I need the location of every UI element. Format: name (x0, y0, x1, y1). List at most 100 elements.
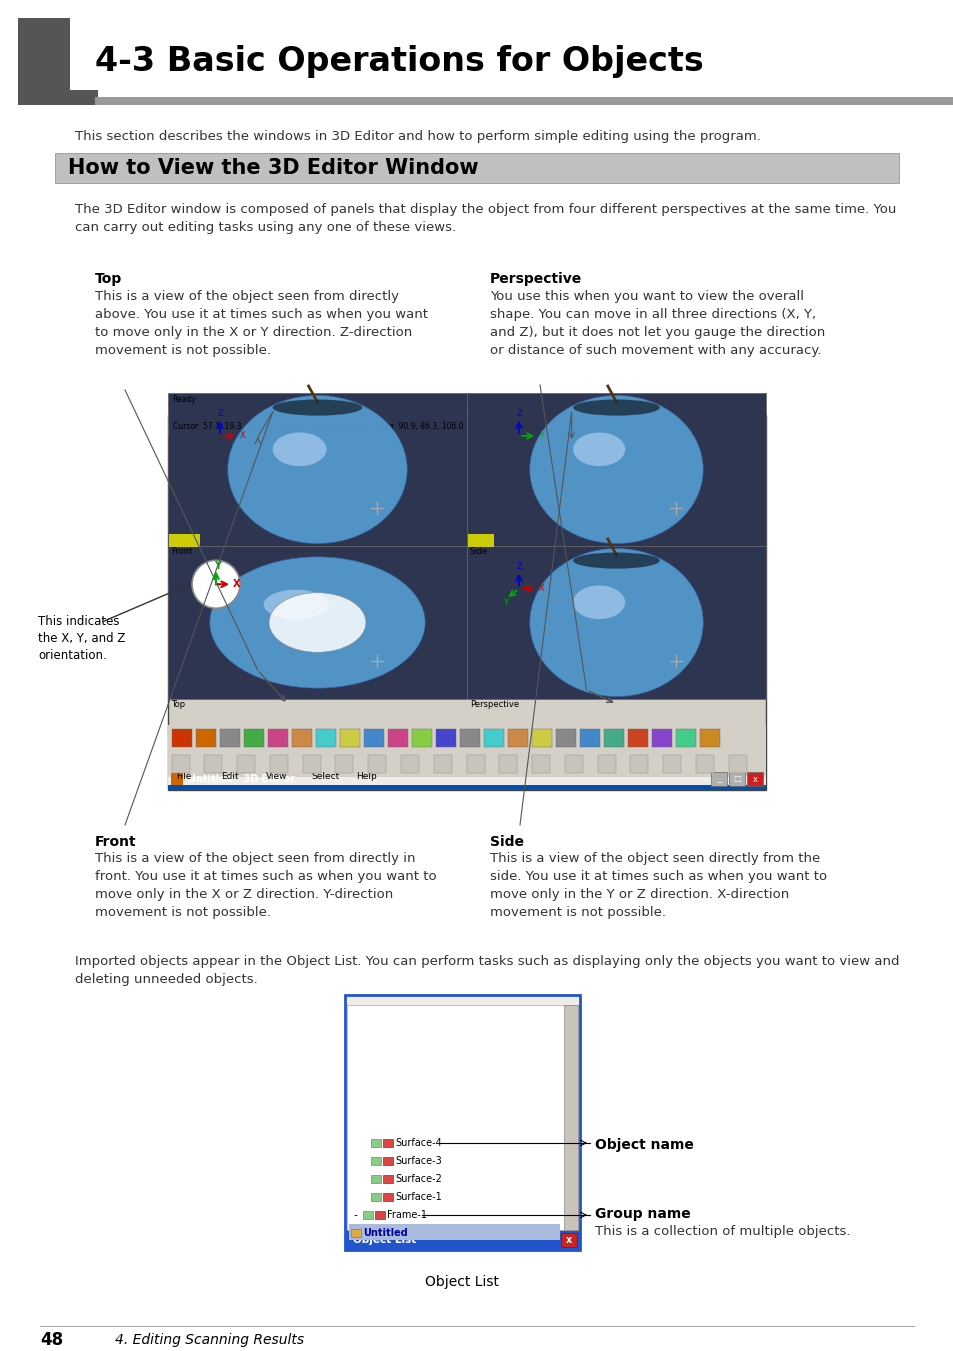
Bar (651, 730, 671, 747)
Text: 48: 48 (40, 1331, 63, 1350)
Bar (371, 1193, 380, 1201)
Text: Group name: Group name (595, 1206, 690, 1221)
Bar (168, 725, 765, 751)
Text: You use this when you want to view the overall
shape. You can move in all three : You use this when you want to view the o… (490, 290, 824, 357)
Text: File: File (175, 771, 192, 781)
Ellipse shape (573, 432, 624, 466)
Bar (195, 730, 215, 747)
Bar (171, 773, 183, 785)
Bar (728, 755, 746, 773)
Text: Untitled: Untitled (363, 1228, 407, 1238)
Bar (459, 730, 479, 747)
Bar (95, 97, 953, 105)
Bar (351, 1229, 360, 1238)
Text: Untitled - 3D Editor: Untitled - 3D Editor (188, 774, 294, 784)
Text: 4-3 Basic Operations for Objects: 4-3 Basic Operations for Objects (95, 46, 703, 78)
Text: Z: Z (517, 409, 522, 419)
Bar (168, 751, 765, 777)
Circle shape (192, 561, 240, 608)
Text: Front: Front (95, 835, 136, 848)
Ellipse shape (210, 557, 425, 688)
Bar (244, 730, 264, 747)
Bar (172, 730, 192, 747)
Bar (700, 730, 720, 747)
Bar (303, 755, 320, 773)
Ellipse shape (273, 432, 326, 466)
Bar (368, 755, 386, 773)
Bar (728, 771, 744, 786)
Text: Help: Help (355, 771, 376, 781)
Bar (412, 730, 432, 747)
Text: Perspective: Perspective (490, 272, 581, 286)
Bar (507, 730, 527, 747)
Text: View: View (266, 771, 287, 781)
Text: Edit: Edit (221, 771, 238, 781)
Bar (339, 730, 359, 747)
Bar (556, 730, 576, 747)
Text: Perspective: Perspective (470, 700, 518, 709)
Text: X: X (240, 431, 246, 440)
Bar (382, 1139, 393, 1147)
Bar (598, 755, 616, 773)
Text: This is a view of the object seen from directly in
front. You use it at times su: This is a view of the object seen from d… (95, 852, 436, 919)
Ellipse shape (228, 396, 407, 543)
Bar (371, 1156, 380, 1165)
Bar (382, 1193, 393, 1201)
Text: This indicates
the X, Y, and Z
orientation.: This indicates the X, Y, and Z orientati… (38, 615, 125, 662)
Bar (347, 1005, 578, 1229)
Bar (345, 1229, 579, 1250)
Text: x: x (565, 1235, 572, 1246)
Bar (579, 730, 599, 747)
Bar (498, 755, 517, 773)
Bar (483, 730, 503, 747)
Bar (603, 730, 623, 747)
Bar (400, 755, 418, 773)
Bar (55, 153, 898, 182)
Bar (563, 1005, 578, 1229)
Text: Front: Front (171, 547, 193, 557)
Ellipse shape (263, 589, 328, 620)
Bar (18, 91, 98, 105)
Text: Top: Top (171, 700, 185, 709)
Bar (696, 755, 713, 773)
Bar (375, 1210, 385, 1219)
Text: Surface-1: Surface-1 (395, 1192, 441, 1202)
Text: Side: Side (470, 547, 488, 557)
Bar (315, 730, 335, 747)
Bar (676, 730, 696, 747)
Text: Imported objects appear in the Object List. You can perform tasks such as displa: Imported objects appear in the Object Li… (75, 955, 899, 986)
Text: This is a view of the object seen directly from the
side. You use it at times su: This is a view of the object seen direct… (490, 852, 826, 919)
Bar (364, 730, 384, 747)
Text: Y: Y (213, 561, 221, 571)
Bar (169, 534, 200, 547)
Bar (382, 1156, 393, 1165)
Text: X: X (538, 585, 544, 593)
Bar (434, 755, 452, 773)
Bar (204, 755, 222, 773)
Bar (168, 415, 765, 436)
Bar (268, 730, 288, 747)
Text: Surface-2: Surface-2 (395, 1174, 441, 1183)
Bar (710, 771, 726, 786)
Text: Select: Select (311, 771, 339, 781)
Bar (468, 534, 494, 547)
Text: x: x (752, 774, 757, 784)
Ellipse shape (269, 593, 366, 653)
Bar (168, 393, 765, 407)
Bar (168, 767, 765, 790)
Ellipse shape (273, 400, 362, 416)
Bar (467, 393, 765, 546)
Text: This section describes the windows in 3D Editor and how to perform simple editin: This section describes the windows in 3D… (75, 130, 760, 143)
Text: X: X (233, 580, 240, 589)
Text: Ready: Ready (172, 396, 195, 404)
Text: Cursor  57.1, 19.3, 107.3     Centre  -0.2, -1.8, 53.0     Size  90.9, 86.3, 106: Cursor 57.1, 19.3, 107.3 Centre -0.2, -1… (172, 422, 463, 431)
Bar (560, 1233, 577, 1247)
Text: The 3D Editor window is composed of panels that display the object from four dif: The 3D Editor window is composed of pane… (75, 203, 896, 234)
Bar (532, 755, 550, 773)
Bar (532, 730, 552, 747)
Bar (220, 730, 240, 747)
Text: This is a view of the object seen from directly
above. You use it at times such : This is a view of the object seen from d… (95, 290, 428, 357)
Bar (388, 730, 408, 747)
Bar (371, 1139, 380, 1147)
Ellipse shape (529, 549, 702, 697)
